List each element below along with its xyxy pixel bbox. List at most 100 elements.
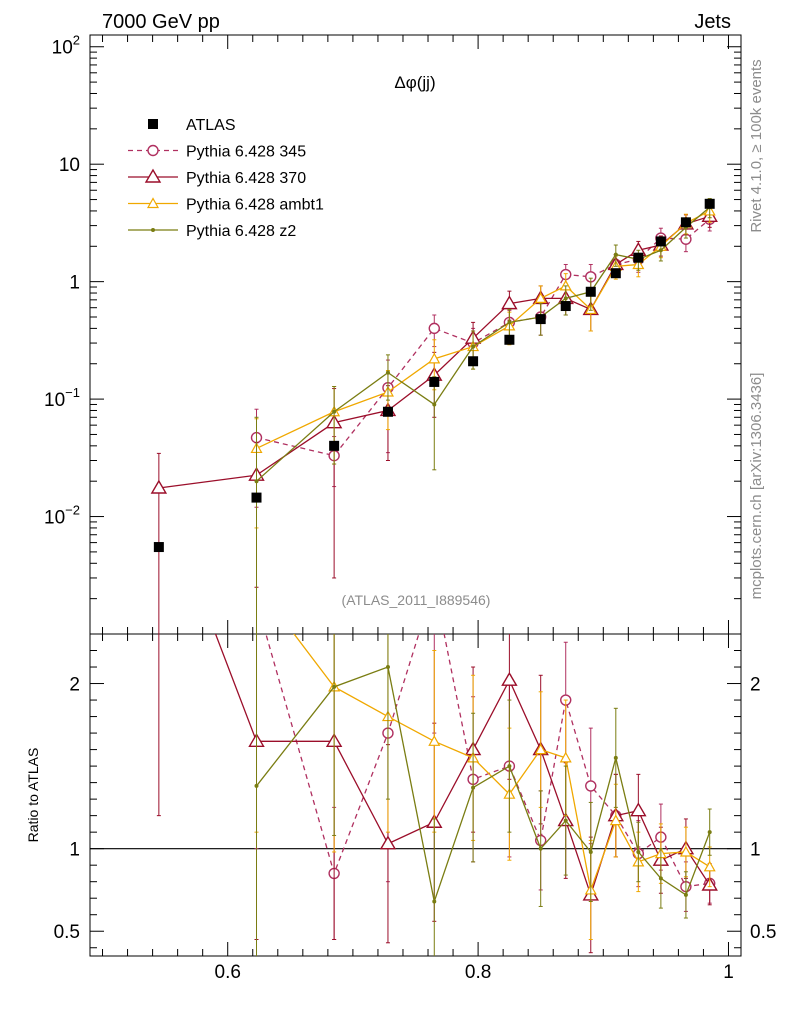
atlas-point	[153, 542, 164, 553]
atlas-point	[504, 334, 515, 345]
ratio-point-pythia-6-428-ambt1	[703, 860, 716, 872]
x-tick-label: 0.8	[465, 962, 491, 983]
series-point-pythia-6-428-ambt1	[428, 352, 441, 364]
series-point-pythia-6-428-z2	[332, 409, 337, 414]
y-tick-exp: 2	[73, 33, 80, 48]
ratio-point-pythia-6-428-345	[585, 780, 597, 792]
ratio-point-pythia-6-428-z2	[254, 783, 259, 788]
atlas-point	[429, 376, 440, 387]
y-tick-exp: −2	[65, 503, 80, 518]
series-point-pythia-6-428-z2	[254, 479, 259, 484]
y-tick-exp: −1	[65, 385, 80, 400]
atlas-point	[382, 406, 393, 417]
series-line-pythia-6-428-z2	[256, 206, 711, 482]
ratio-point-pythia-6-428-z2	[707, 830, 712, 835]
ratio-tick-label: 0.5	[54, 922, 80, 943]
ratio-point-pythia-6-428-z2	[563, 818, 568, 823]
ratio-tick-label: 2	[69, 675, 80, 696]
y-tick-label: 102	[52, 33, 80, 59]
ratio-panel-frame	[89, 633, 742, 957]
ratio-axis-label: Ratio to ATLAS	[25, 748, 41, 843]
ratio-tick-label-right: 0.5	[750, 922, 776, 943]
legend-label-atlas: ATLAS	[186, 117, 236, 134]
data-layer	[150, 198, 718, 956]
series-point-pythia-6-428-z2	[471, 344, 476, 349]
ratio-point-pythia-6-428-z2	[613, 755, 618, 760]
legend: ATLAS Pythia 6.428 345 Pythia 6.428 370 Pyt…	[128, 117, 324, 240]
side-text-mcplots: mcplots.cern.ch [arXiv:1306.3436]	[748, 373, 765, 600]
ratio-point-pythia-6-428-z2	[538, 846, 543, 851]
atlas-point	[535, 314, 546, 325]
legend-label-pythia-6-428-ambt1: Pythia 6.428 ambt1	[186, 197, 324, 214]
ratio-point-pythia-6-428-z2	[507, 764, 512, 769]
ratio-point-pythia-6-428-ambt1	[679, 845, 692, 857]
ratio-tick-label: 1	[69, 840, 80, 861]
y-tick-label: 10−1	[44, 385, 80, 411]
atlas-point	[680, 217, 691, 228]
ratio-point-pythia-6-428-z2	[683, 892, 688, 897]
atlas-point	[251, 492, 262, 503]
legend-label-pythia-6-428-345: Pythia 6.428 345	[186, 144, 306, 161]
legend-marker-atlas	[148, 119, 158, 129]
ratio-line-pythia-6-428-z2	[255, 666, 711, 905]
atlas-point	[655, 236, 666, 247]
atlas-point	[560, 301, 571, 312]
chart-title: Δφ(jj)	[394, 73, 435, 92]
y-tick-base: 10	[44, 508, 65, 529]
ratio-point-pythia-6-428-370	[630, 802, 647, 817]
y-tick-label: 10−2	[44, 503, 80, 529]
series-point-pythia-6-428-370	[501, 295, 518, 310]
legend-marker-pythia-6-428-345	[147, 144, 159, 157]
header-right-title: Jets	[694, 11, 731, 33]
series-point-pythia-6-428-370	[150, 479, 168, 494]
ratio-point-pythia-6-428-z2	[658, 876, 663, 881]
atlas-point	[633, 252, 644, 263]
side-text-rivet: Rivet 4.1.0, ≥ 100k events	[748, 59, 765, 232]
atlas-point	[704, 198, 715, 209]
ratio-point-pythia-6-428-z2	[332, 684, 337, 689]
series-point-pythia-6-428-z2	[385, 370, 390, 375]
ratio-tick-label-right: 1	[750, 840, 761, 861]
ratio-point-pythia-6-428-z2	[385, 665, 390, 670]
ratio-point-pythia-6-428-z2	[588, 849, 593, 854]
atlas-point	[610, 268, 621, 279]
ratio-point-pythia-6-428-ambt1	[428, 735, 441, 746]
ratio-point-pythia-6-428-ambt1	[559, 751, 572, 763]
series-point-pythia-6-428-345	[428, 322, 440, 335]
ratio-point-pythia-6-428-z2	[471, 785, 476, 790]
y-tick-label: 10	[59, 155, 80, 176]
series-point-pythia-6-428-ambt1	[534, 292, 547, 304]
series-point-pythia-6-428-z2	[613, 252, 618, 257]
ratio-point-pythia-6-428-370	[379, 835, 397, 850]
atlas-point	[329, 440, 340, 451]
ratio-point-pythia-6-428-ambt1	[609, 814, 622, 826]
x-tick-label: 1	[723, 962, 734, 983]
series-point-pythia-6-428-z2	[563, 296, 568, 301]
y-tick-label: 1	[69, 273, 80, 294]
x-tick-label: 0.6	[215, 962, 241, 983]
legend-marker-pythia-6-428-z2	[151, 228, 155, 232]
analysis-label: (ATLAS_2011_I889546)	[342, 592, 491, 608]
ratio-point-pythia-6-428-z2	[636, 849, 641, 854]
legend-label-pythia-6-428-z2: Pythia 6.428 z2	[186, 223, 296, 240]
series-point-pythia-6-428-z2	[432, 402, 437, 407]
series-point-pythia-6-428-z2	[507, 320, 512, 325]
atlas-point	[585, 286, 596, 297]
atlas-point	[468, 356, 479, 367]
series-point-pythia-6-428-z2	[658, 248, 663, 253]
ratio-point-pythia-6-428-ambt1	[534, 743, 547, 755]
main-panel-data	[150, 198, 718, 634]
ratio-point-pythia-6-428-z2	[432, 899, 437, 904]
header-left-title: 7000 GeV pp	[102, 11, 220, 33]
y-tick-base: 10	[52, 38, 73, 59]
ratio-tick-label-right: 2	[750, 675, 761, 696]
legend-marker-pythia-6-428-ambt1	[146, 197, 160, 209]
ratio-point-pythia-6-428-370	[501, 671, 518, 686]
legend-marker-pythia-6-428-370	[144, 168, 162, 183]
legend-label-pythia-6-428-370: Pythia 6.428 370	[186, 170, 306, 187]
y-tick-base: 10	[44, 390, 65, 411]
ratio-panel-data	[156, 634, 718, 956]
